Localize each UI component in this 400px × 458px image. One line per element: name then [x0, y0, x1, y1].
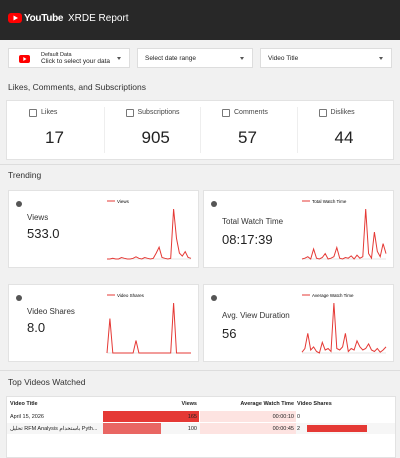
metric-label: Likes [41, 109, 58, 116]
views-bar [103, 423, 162, 434]
date-range[interactable]: Select date range [137, 48, 253, 68]
legend-label: Average Watch Time [312, 293, 354, 298]
watch-bg [200, 423, 296, 434]
watch-bg [200, 411, 296, 422]
metric-value: 57 [238, 128, 257, 147]
cell: April 15, 2026 [10, 414, 44, 420]
brand: YouTube [24, 13, 64, 24]
trend-card: Video Shares 8.0 Video Shares [8, 284, 199, 362]
column-header: Average Watch Time [240, 401, 294, 407]
divider [0, 370, 400, 371]
section-title: Top Videos Watched [8, 377, 86, 387]
cell: 165 [187, 414, 197, 420]
column-header: Views [181, 401, 198, 407]
cell: 00:00:45 [272, 426, 294, 432]
metric-label: Avg. View Duration [222, 311, 290, 320]
trend-card: Total Watch Time 08:17:39 Total Watch Time [203, 190, 394, 268]
icon [125, 109, 134, 117]
metric-label: Comments [234, 109, 268, 116]
cell: 00:00:10 [272, 414, 294, 420]
icon [16, 201, 22, 207]
divider [0, 164, 400, 165]
cell: 2 [297, 426, 301, 432]
top-videos-table: Video Title Views Average Watch Time Video … [6, 396, 396, 458]
yt-icon [19, 55, 30, 63]
series-line [107, 208, 192, 260]
icon [29, 109, 37, 117]
column-header: Video Shares [297, 401, 332, 407]
series-line [301, 208, 387, 260]
separator [296, 107, 298, 153]
metric-value: 44 [334, 128, 354, 147]
metric-value: 8.0 [27, 320, 46, 335]
sparkline: Video Shares [106, 293, 191, 354]
trend-card: Avg. View Duration 56 Average Watch Time [203, 284, 394, 362]
icon [16, 295, 22, 301]
source-title: Default Data [41, 52, 72, 58]
metric-label: Dislikes [330, 109, 355, 116]
source-subtitle: Click to select your data [41, 58, 111, 65]
metric-label: Total Watch Time [222, 217, 284, 226]
legend-label: Video Shares [117, 293, 145, 298]
section-title: Trending [8, 170, 42, 180]
series-line [301, 302, 387, 354]
section-title: Likes, Comments, and Subscriptions [8, 82, 146, 92]
series-line [106, 302, 191, 354]
views-bar [103, 411, 199, 422]
sparkline: Average Watch Time [301, 293, 387, 354]
metric-label: Subscriptions [137, 109, 180, 116]
metric-value: 905 [141, 128, 170, 147]
legend-label: Total Watch Time [312, 199, 347, 204]
shares-bar [307, 425, 367, 432]
metric-value: 08:17:39 [222, 232, 273, 247]
icon [222, 109, 230, 117]
cell: 100 [187, 426, 197, 432]
engagement-card: Likes 17 Subscriptions 905 Comments 57 Dislike… [6, 100, 394, 160]
cell: 0 [297, 414, 301, 420]
metric-value: 17 [45, 128, 64, 147]
separator [200, 107, 201, 153]
cell: تحليل RFM Analysis باستخدام Pyth... [10, 426, 98, 432]
metric-value: 56 [222, 326, 237, 341]
report-title: XRDE Report [68, 13, 129, 24]
metric-label: Video Shares [27, 307, 75, 316]
metric-label: Views [27, 213, 49, 222]
icon [211, 201, 217, 207]
data-source[interactable]: Default Data Click to select your data [8, 48, 130, 68]
video-title-label: Video Title [268, 55, 299, 62]
column-header: Video Title [10, 401, 38, 407]
icon [211, 295, 217, 301]
video-title-filter[interactable]: Video Title [260, 48, 392, 68]
legend-label: Views [117, 199, 130, 204]
header: YouTube XRDE Report [0, 0, 400, 40]
sparkline: Total Watch Time [301, 199, 387, 260]
yt-icon [8, 13, 22, 23]
sparkline: Views [107, 199, 192, 260]
icon [318, 109, 327, 117]
separator [103, 107, 105, 153]
trend-card: Views 533.0 Views [8, 190, 199, 268]
date-range-label: Select date range [145, 55, 196, 62]
metric-value: 533.0 [27, 226, 60, 241]
